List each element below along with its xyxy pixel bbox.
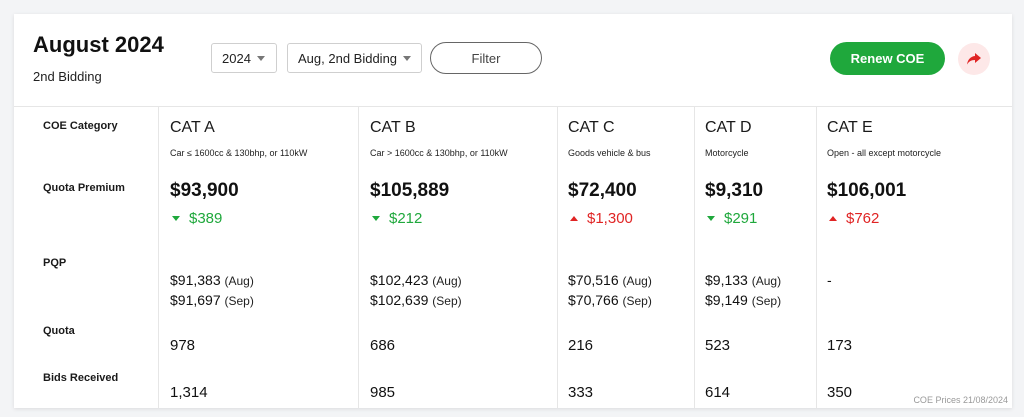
category-name: CAT D [705,119,752,136]
arrow-down-icon [707,216,715,221]
renew-coe-button[interactable]: Renew COE [830,42,945,75]
category-description: Motorcycle [705,148,749,158]
premium-change-value: $212 [389,210,423,227]
category-name: CAT E [827,119,873,136]
pqp-line: $9,149 (Sep) [705,292,781,308]
category-column: CAT A Car ≤ 1600cc & 130bhp, or 110kW $9… [158,107,359,408]
card-header: August 2024 2nd Bidding 2024 Aug, 2nd Bi… [14,14,1012,107]
pqp-value: $70,766 [568,292,619,308]
year-select-value: 2024 [222,50,251,66]
coe-card: August 2024 2nd Bidding 2024 Aug, 2nd Bi… [14,14,1012,408]
arrow-down-icon [372,216,380,221]
category-description: Open - all except motorcycle [827,148,942,158]
quota-premium: $93,900 [170,180,239,201]
share-button[interactable] [958,43,990,75]
arrow-up-icon [829,216,837,221]
premium-change: $212 [372,210,422,227]
category-description: Car ≤ 1600cc & 130bhp, or 110kW [170,148,308,158]
category-column: CAT B Car > 1600cc & 130bhp, or 110kW $1… [358,107,558,408]
premium-change-value: $291 [724,210,758,227]
premium-change: $1,300 [570,210,633,227]
pqp-value: $9,133 [705,272,748,288]
category-description: Goods vehicle & bus [568,148,651,158]
pqp-value: $102,639 [370,292,429,308]
arrow-down-icon [172,216,180,221]
chevron-down-icon [256,55,265,61]
pqp-month: (Aug) [224,274,254,288]
pqp-value: $91,383 [170,272,221,288]
quota-premium: $9,310 [705,180,764,201]
pqp-line: $91,697 (Sep) [170,292,254,308]
category-column: CAT E Open - all except motorcycle $106,… [816,107,1012,408]
premium-change-value: $389 [189,210,223,227]
category-name: CAT B [370,119,416,136]
bids-value: 1,314 [170,384,208,401]
premium-change-value: $762 [846,210,880,227]
pqp-month: (Sep) [622,294,652,308]
row-label-category: COE Category [43,120,118,132]
row-label-pqp: PQP [43,257,67,269]
quota-premium: $72,400 [568,180,637,201]
quota-value: 686 [370,337,396,354]
page-title: August 2024 [33,32,164,57]
year-select[interactable]: 2024 [211,43,277,73]
pqp-month: (Aug) [751,274,782,288]
category-column: CAT C Goods vehicle & bus $72,400 $1,300… [557,107,695,408]
pqp-line: $70,766 (Sep) [568,292,652,308]
pqp-value: $9,149 [705,292,748,308]
bidding-select[interactable]: Aug, 2nd Bidding [287,43,422,73]
pqp-value: $102,423 [370,272,429,288]
pqp-month: (Sep) [224,294,254,308]
chevron-down-icon [403,55,412,61]
pqp-value: - [827,272,832,288]
bids-value: 333 [568,384,594,401]
category-description: Car > 1600cc & 130bhp, or 110kW [370,148,508,158]
pqp-line: $70,516 (Aug) [568,272,652,288]
row-label-bids: Bids Received [43,372,119,384]
category-name: CAT A [170,119,215,136]
quota-value: 216 [568,337,594,354]
premium-change: $762 [829,210,879,227]
quota-value: 523 [705,337,731,354]
pqp-month: (Sep) [751,294,782,308]
bidding-select-value: Aug, 2nd Bidding [298,50,398,66]
pqp-line: $91,383 (Aug) [170,272,254,288]
share-arrow-icon [967,53,981,65]
quota-premium: $105,889 [370,180,450,201]
bids-value: 350 [827,384,853,401]
quota-value: 978 [170,337,196,354]
pqp-line: $102,423 (Aug) [370,272,462,288]
row-label-premium: Quota Premium [43,182,125,194]
bids-value: 614 [705,384,731,401]
pqp-value: $70,516 [568,272,619,288]
premium-change: $291 [707,210,757,227]
pqp-value: $91,697 [170,292,221,308]
pqp-month: (Sep) [432,294,462,308]
quota-value: 173 [827,337,853,354]
filter-button[interactable]: Filter [430,42,542,74]
pqp-line: - [827,272,832,288]
category-column: CAT D Motorcycle $9,310 $291 $9,133 (Aug… [694,107,817,408]
quota-premium: $106,001 [827,180,907,201]
pqp-line: $9,133 (Aug) [705,272,781,288]
premium-change: $389 [172,210,222,227]
coe-table: COE Category Quota Premium PQP Quota Bid… [14,107,1012,408]
page-subtitle: 2nd Bidding [33,69,102,84]
bids-value: 985 [370,384,396,401]
pqp-month: (Aug) [432,274,462,288]
price-date-footnote: COE Prices 21/08/2024 [913,395,1008,405]
category-name: CAT C [568,119,615,136]
row-label-quota: Quota [43,325,75,337]
arrow-up-icon [570,216,578,221]
pqp-month: (Aug) [622,274,652,288]
pqp-line: $102,639 (Sep) [370,292,462,308]
premium-change-value: $1,300 [587,210,633,227]
